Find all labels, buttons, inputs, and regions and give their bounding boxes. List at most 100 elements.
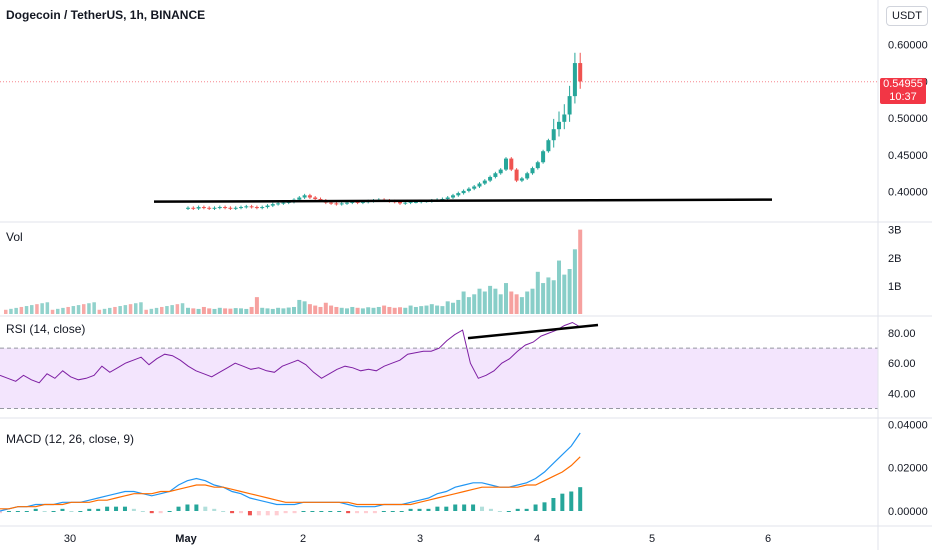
macd-pane: 0.04000 0.02000 0.00000 [0,419,928,518]
macd-histogram-bar [221,511,226,512]
volume-bar [535,271,540,314]
volume-bar [201,306,206,314]
macd-histogram-bar [87,508,92,511]
volume-bar [265,308,270,314]
volume-bar [466,297,471,314]
volume-bar [260,307,265,314]
macd-histogram-bar [212,508,217,511]
candle-body [546,140,551,152]
volume-bar [233,308,238,314]
volume-bar [14,307,18,314]
volume-bar [276,307,281,314]
macd-histogram-bar [524,508,529,511]
candle-body [281,202,286,204]
candle-body [254,207,259,209]
volume-bar [50,309,55,314]
volume-bar [180,303,185,314]
price-axis-tick: 0.45000 [888,150,928,162]
rsi-axis-tick: 60.00 [888,358,916,370]
macd-histogram-bar [301,511,306,512]
volume-bar [56,308,60,314]
candle-body [212,207,217,209]
volume-bar [9,308,13,314]
candle-body [329,202,334,204]
volume-bar [488,285,493,314]
volume-bar [435,305,440,314]
macd-histogram-bar [60,508,65,511]
macd-histogram-bar [230,511,235,514]
volume-axis-tick: 2B [888,253,901,265]
candle-body [482,180,487,184]
macd-histogram-bar [0,511,2,514]
volume-bar [392,307,397,314]
macd-histogram-bar [533,504,538,511]
candle-body [350,201,355,203]
macd-axis-tick: 0.02000 [888,463,928,475]
volume-bar [355,307,360,314]
volume-bar [345,308,349,314]
volume-bar [578,229,583,314]
candle-body [525,173,530,179]
volume-bar [451,302,455,314]
price-axis-tick: 0.60000 [888,40,928,52]
candle-body [191,207,196,209]
volume-bar [318,306,323,314]
volume-bar [408,305,413,314]
volume-bar [113,306,117,314]
macd-histogram-bar [578,487,583,511]
volume-bar [329,305,334,314]
volume-bar [403,307,408,314]
volume-bar [207,308,212,314]
macd-histogram-bar [194,504,199,511]
macd-histogram-bar [24,511,29,512]
candle-body [276,203,281,205]
candle-body [541,151,546,163]
last-price-label: 0.54955 10:37 [880,78,926,104]
volume-bar [223,308,228,314]
volume-bar [514,294,519,314]
volume-bar [472,294,477,314]
volume-bar [297,299,302,314]
candle-body [339,203,344,205]
candle-body [398,201,402,204]
macd-histogram-bar [346,511,351,514]
candle-body [456,193,461,196]
volume-bar [108,307,112,314]
candle-body [498,169,503,174]
volume-bar [30,305,34,314]
macd-histogram-bar [167,511,172,512]
candle-body [265,205,270,208]
currency-selector[interactable]: USDT [886,6,928,26]
volume-bar [165,306,169,314]
macd-histogram-bar [381,511,386,512]
volume-bar [440,306,445,314]
candle-body [477,183,482,187]
volume-bar [530,288,535,314]
macd-histogram-bar [355,511,360,514]
macd-histogram-bar [310,511,315,512]
candle-body [223,207,228,209]
macd-histogram-bar [417,508,422,511]
candle-body [244,206,249,208]
macd-histogram-bar [363,511,368,514]
macd-histogram-bar [488,508,493,511]
macd-histogram-bar [203,506,208,511]
candle-body [472,186,477,189]
volume-axis-tick: 3B [888,225,901,237]
volume-bar [339,307,344,314]
volume-bar [376,306,381,314]
candle-body [413,201,418,203]
volume-bar [4,309,8,314]
volume-bar [254,297,259,314]
candle-body [318,198,323,201]
candle-body [562,114,567,122]
macd-histogram-bar [408,508,413,511]
volume-bar [239,308,243,314]
candle-body [551,129,556,141]
macd-histogram-bar [319,511,324,512]
volume-bar [302,301,307,314]
macd-histogram-bar [444,506,449,511]
candle-body [217,207,222,209]
time-axis-tick: 3 [417,533,423,545]
